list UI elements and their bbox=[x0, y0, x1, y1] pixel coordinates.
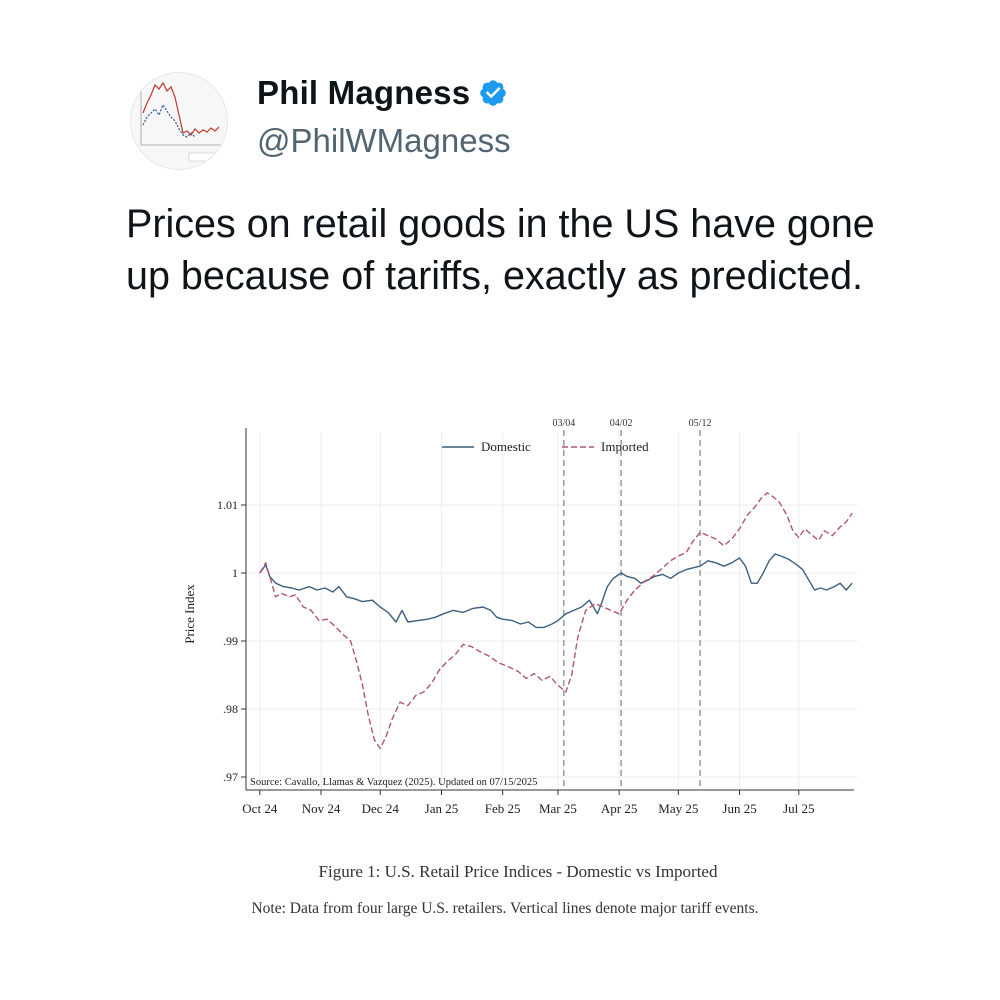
figure-note: Note: Data from four large U.S. retailer… bbox=[251, 900, 759, 917]
series-line-domestic bbox=[259, 553, 853, 629]
author-handle[interactable]: @PhilWMagness bbox=[257, 122, 511, 159]
tariff-event-label: 05/12 bbox=[689, 418, 712, 429]
figure-caption: Figure 1: U.S. Retail Price Indices - Do… bbox=[318, 862, 718, 881]
x-tick-label: Oct 24 bbox=[242, 801, 278, 816]
avatar[interactable] bbox=[130, 72, 228, 170]
series-line-imported bbox=[259, 492, 853, 750]
tweet-text: Prices on retail goods in the US have go… bbox=[126, 202, 875, 298]
author-name-row[interactable]: Phil Magness bbox=[257, 74, 508, 112]
legend-label: Domestic bbox=[481, 439, 531, 454]
x-tick-label: Mar 25 bbox=[539, 801, 577, 816]
x-tick-label: Nov 24 bbox=[302, 801, 341, 816]
tariff-event-label: 03/04 bbox=[552, 418, 575, 429]
x-tick-label: May 25 bbox=[658, 801, 698, 816]
y-tick-label: 1.01 bbox=[217, 498, 238, 512]
x-tick-label: Jun 25 bbox=[722, 801, 756, 816]
y-tick-label: .99 bbox=[223, 634, 238, 648]
x-tick-label: Feb 25 bbox=[485, 801, 521, 816]
x-tick-label: Jul 25 bbox=[783, 801, 814, 816]
x-tick-label: Apr 25 bbox=[601, 801, 637, 816]
avatar-chart-thumbnail bbox=[131, 73, 227, 169]
y-tick-label: .97 bbox=[223, 770, 238, 784]
chart-legend: Domestic Imported bbox=[442, 439, 649, 454]
x-tick-label: Dec 24 bbox=[362, 801, 400, 816]
tweet-image[interactable]: .97 .98 .99 1 1.01 Oct 24 Nov 24 Dec 24 Jan 25 Fe… bbox=[140, 392, 870, 932]
y-tick-label: 1 bbox=[232, 566, 238, 580]
legend-label: Imported bbox=[601, 439, 649, 454]
y-axis-title: Price Index bbox=[182, 584, 197, 644]
y-tick-label: .98 bbox=[223, 702, 238, 716]
chart-source-note: Source: Cavallo, Llamas & Vazquez (2025)… bbox=[250, 777, 537, 788]
x-tick-label: Jan 25 bbox=[425, 801, 459, 816]
chart-background bbox=[140, 392, 870, 852]
verified-badge-icon bbox=[478, 78, 508, 108]
price-index-chart: .97 .98 .99 1 1.01 Oct 24 Nov 24 Dec 24 Jan 25 Fe… bbox=[140, 392, 870, 852]
author-name[interactable]: Phil Magness bbox=[257, 74, 471, 111]
tariff-event-label: 04/02 bbox=[610, 418, 633, 429]
